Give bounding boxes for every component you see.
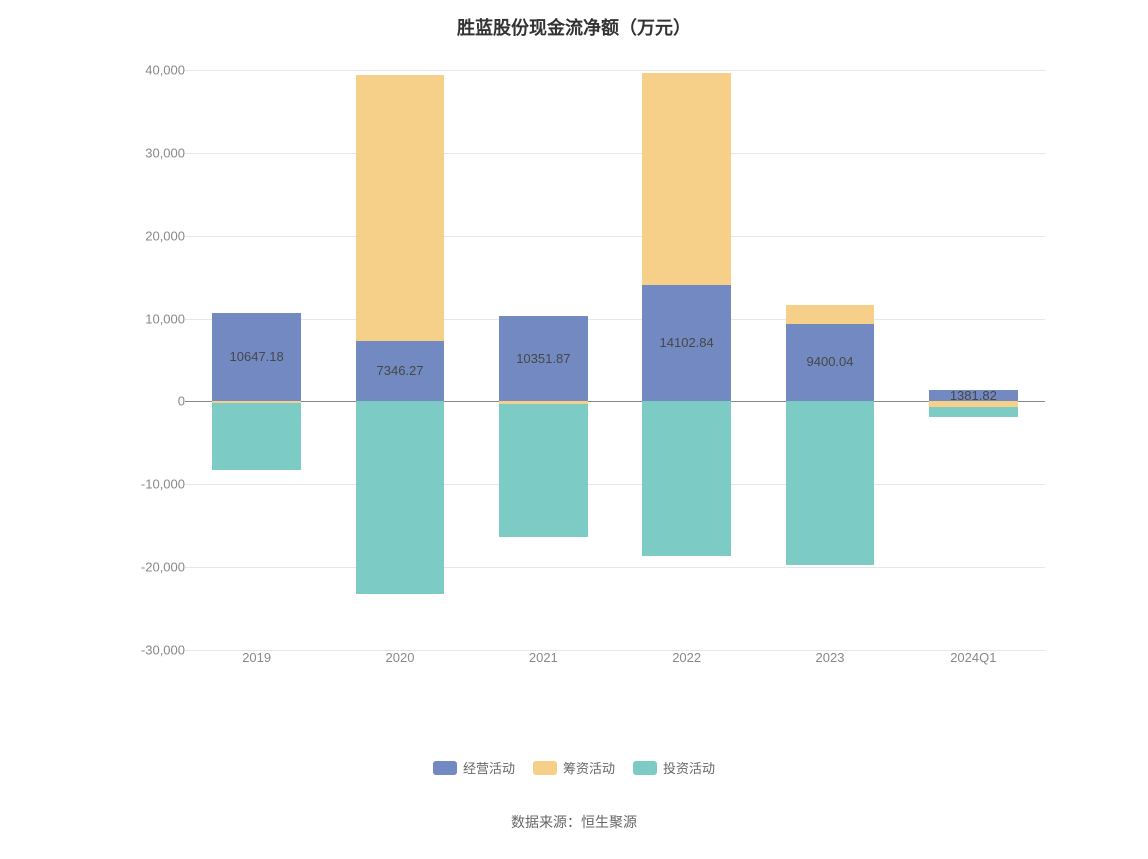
legend-swatch-operating bbox=[433, 761, 457, 775]
bar-value-label: 10647.18 bbox=[197, 349, 317, 364]
legend-item-financing: 筹资活动 bbox=[533, 758, 615, 777]
y-tick-label: 0 bbox=[125, 394, 185, 409]
x-tick-label: 2022 bbox=[627, 650, 747, 665]
legend-label-operating: 经营活动 bbox=[463, 758, 515, 777]
gridline bbox=[185, 484, 1045, 485]
gridline bbox=[185, 236, 1045, 237]
bar-value-label: 14102.84 bbox=[627, 335, 747, 350]
legend-item-investing: 投资活动 bbox=[633, 758, 715, 777]
y-tick-label: -30,000 bbox=[125, 643, 185, 658]
bar-segment bbox=[356, 75, 445, 340]
bar-segment bbox=[356, 401, 445, 593]
bar-value-label: 9400.04 bbox=[770, 354, 890, 369]
legend-swatch-financing bbox=[533, 761, 557, 775]
bar-segment bbox=[642, 401, 731, 556]
x-tick-label: 2020 bbox=[340, 650, 460, 665]
bar-segment bbox=[499, 404, 588, 537]
gridline bbox=[185, 70, 1045, 71]
chart-area: 10647.187346.2710351.8714102.849400.0413… bbox=[125, 60, 1055, 680]
chart-title: 胜蓝股份现金流净额（万元） bbox=[0, 14, 1148, 40]
y-tick-label: -10,000 bbox=[125, 477, 185, 492]
y-tick-label: -20,000 bbox=[125, 560, 185, 575]
bar-segment bbox=[212, 403, 301, 470]
gridline bbox=[185, 153, 1045, 154]
y-tick-label: 10,000 bbox=[125, 311, 185, 326]
bar-segment bbox=[929, 407, 1018, 417]
x-tick-label: 2021 bbox=[483, 650, 603, 665]
legend-label-investing: 投资活动 bbox=[663, 758, 715, 777]
plot-area: 10647.187346.2710351.8714102.849400.0413… bbox=[185, 70, 1045, 650]
bar-segment bbox=[786, 401, 875, 565]
bar-segment bbox=[642, 73, 731, 284]
legend-swatch-investing bbox=[633, 761, 657, 775]
gridline bbox=[185, 319, 1045, 320]
y-tick-label: 40,000 bbox=[125, 63, 185, 78]
y-tick-label: 20,000 bbox=[125, 228, 185, 243]
x-tick-label: 2024Q1 bbox=[913, 650, 1033, 665]
gridline bbox=[185, 567, 1045, 568]
x-tick-label: 2023 bbox=[770, 650, 890, 665]
x-tick-label: 2019 bbox=[197, 650, 317, 665]
y-tick-label: 30,000 bbox=[125, 145, 185, 160]
legend: 经营活动 筹资活动 投资活动 bbox=[0, 758, 1148, 777]
bar-segment bbox=[786, 305, 875, 323]
chart-container: 胜蓝股份现金流净额（万元） 10647.18 7346.27 10351.87 141… bbox=[0, 0, 1148, 859]
bar-value-label: 7346.27 bbox=[340, 363, 460, 378]
bar-value-label: 10351.87 bbox=[483, 351, 603, 366]
source-text: 数据来源：恒生聚源 bbox=[0, 812, 1148, 832]
legend-label-financing: 筹资活动 bbox=[563, 758, 615, 777]
legend-item-operating: 经营活动 bbox=[433, 758, 515, 777]
